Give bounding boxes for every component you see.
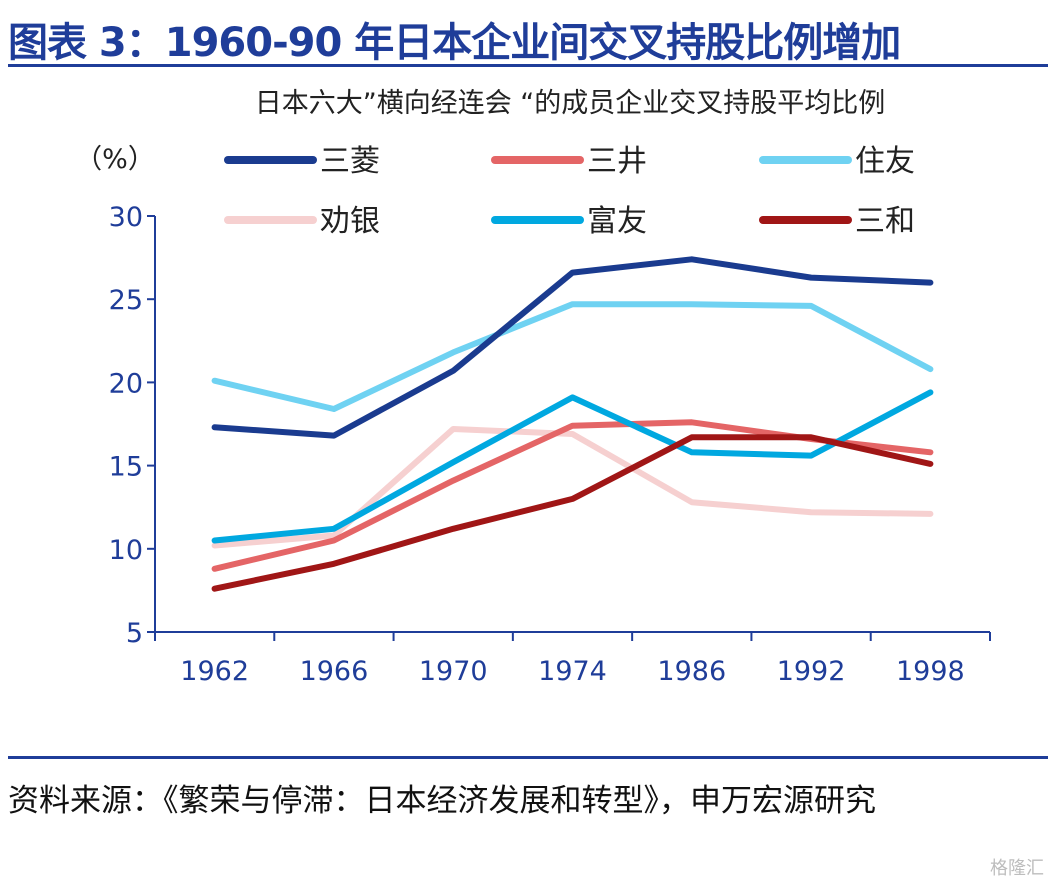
x-tick-label: 1986	[657, 656, 726, 687]
series-line-5	[211, 389, 934, 544]
chart-subtitle: 日本六大”横向经连会 “的成员企业交叉持股平均比例	[255, 88, 886, 119]
x-tick-label: 1970	[419, 656, 488, 687]
legend-label: 劝银	[320, 204, 380, 239]
x-tick-label: 1962	[180, 656, 249, 687]
bottom-rule	[8, 756, 1048, 759]
series-line-3	[211, 301, 934, 412]
series-lines	[211, 256, 934, 592]
x-tick-label: 1974	[538, 656, 607, 687]
y-tick-label: 25	[109, 285, 143, 316]
legend-label: 三和	[855, 204, 915, 239]
legend-label: 住友	[855, 144, 915, 179]
series-line-1	[211, 256, 934, 439]
y-tick-label: 5	[126, 618, 143, 649]
y-axis-unit-label: （%）	[75, 144, 155, 175]
x-tick-label: 1992	[777, 656, 846, 687]
legend-label: 三井	[587, 144, 647, 179]
axes	[147, 215, 991, 641]
y-tick-label: 15	[109, 452, 143, 483]
y-tick-label: 30	[109, 202, 143, 233]
y-tick-label: 20	[109, 368, 143, 399]
watermark: 格隆汇	[990, 858, 1044, 879]
legend-label: 三菱	[320, 144, 380, 179]
legend-label: 富友	[587, 204, 647, 239]
series-line-4	[211, 426, 934, 549]
x-tick-label: 1998	[896, 656, 965, 687]
tick-labels: 5 10 15 20 25 30 1962 1966 1970 1974 1986 1992 1998	[109, 202, 965, 687]
x-tick-label: 1966	[300, 656, 369, 687]
top-rule	[8, 64, 1048, 67]
y-tick-label: 10	[109, 535, 143, 566]
source-note: 资料来源：《繁荣与停滞：日本经济发展和转型》，申万宏源研究	[8, 783, 876, 819]
figure-title: 图表 3：1960-90 年日本企业间交叉持股比例增加	[8, 20, 901, 66]
series-line-6	[211, 434, 934, 592]
